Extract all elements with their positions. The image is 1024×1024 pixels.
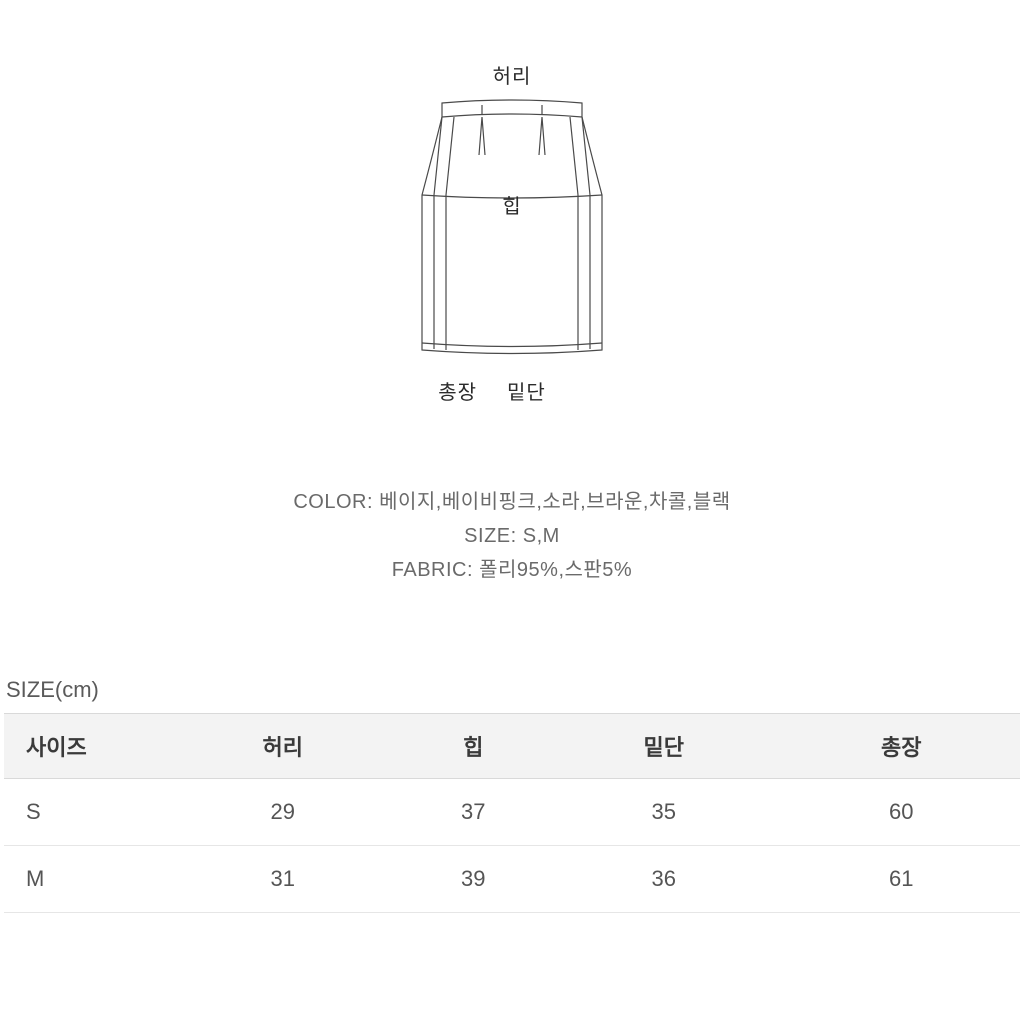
page-root: 허리 bbox=[0, 0, 1024, 1024]
info-color: COLOR: 베이지,베이비핑크,소라,브라운,차콜,블랙 bbox=[293, 485, 730, 519]
table-header-row: 사이즈 허리 힙 밑단 총장 bbox=[4, 714, 1020, 779]
table-row: M 31 39 36 61 bbox=[4, 846, 1020, 913]
cell-hip: 37 bbox=[401, 779, 545, 846]
size-table: 사이즈 허리 힙 밑단 총장 S 29 37 35 60 M 31 bbox=[4, 713, 1020, 913]
skirt-svg bbox=[382, 95, 642, 365]
cell-waist: 29 bbox=[164, 779, 401, 846]
skirt-diagram: 힙 bbox=[382, 95, 642, 370]
cell-length: 60 bbox=[783, 779, 1020, 846]
diagram-label-waist: 허리 bbox=[493, 60, 532, 89]
cell-waist: 31 bbox=[164, 846, 401, 913]
diagram-label-hip: 힙 bbox=[502, 190, 521, 219]
col-hip: 힙 bbox=[401, 714, 545, 779]
size-section: SIZE(cm) 사이즈 허리 힙 밑단 총장 S 29 37 35 60 bbox=[0, 677, 1024, 913]
diagram-label-length: 총장 bbox=[438, 376, 477, 405]
table-row: S 29 37 35 60 bbox=[4, 779, 1020, 846]
col-length: 총장 bbox=[783, 714, 1020, 779]
col-waist: 허리 bbox=[164, 714, 401, 779]
diagram-bottom-labels: 총장 밑단 bbox=[438, 376, 546, 405]
diagram-label-hem: 밑단 bbox=[507, 376, 546, 405]
cell-length: 61 bbox=[783, 846, 1020, 913]
col-size: 사이즈 bbox=[4, 714, 164, 779]
cell-size: M bbox=[4, 846, 164, 913]
cell-hem: 36 bbox=[545, 846, 782, 913]
cell-size: S bbox=[4, 779, 164, 846]
info-size: SIZE: S,M bbox=[293, 519, 730, 553]
skirt-diagram-section: 허리 bbox=[0, 60, 1024, 405]
cell-hem: 35 bbox=[545, 779, 782, 846]
col-hem: 밑단 bbox=[545, 714, 782, 779]
product-info: COLOR: 베이지,베이비핑크,소라,브라운,차콜,블랙 SIZE: S,M … bbox=[293, 485, 730, 587]
size-title: SIZE(cm) bbox=[6, 677, 1020, 703]
info-fabric: FABRIC: 폴리95%,스판5% bbox=[293, 553, 730, 587]
cell-hip: 39 bbox=[401, 846, 545, 913]
